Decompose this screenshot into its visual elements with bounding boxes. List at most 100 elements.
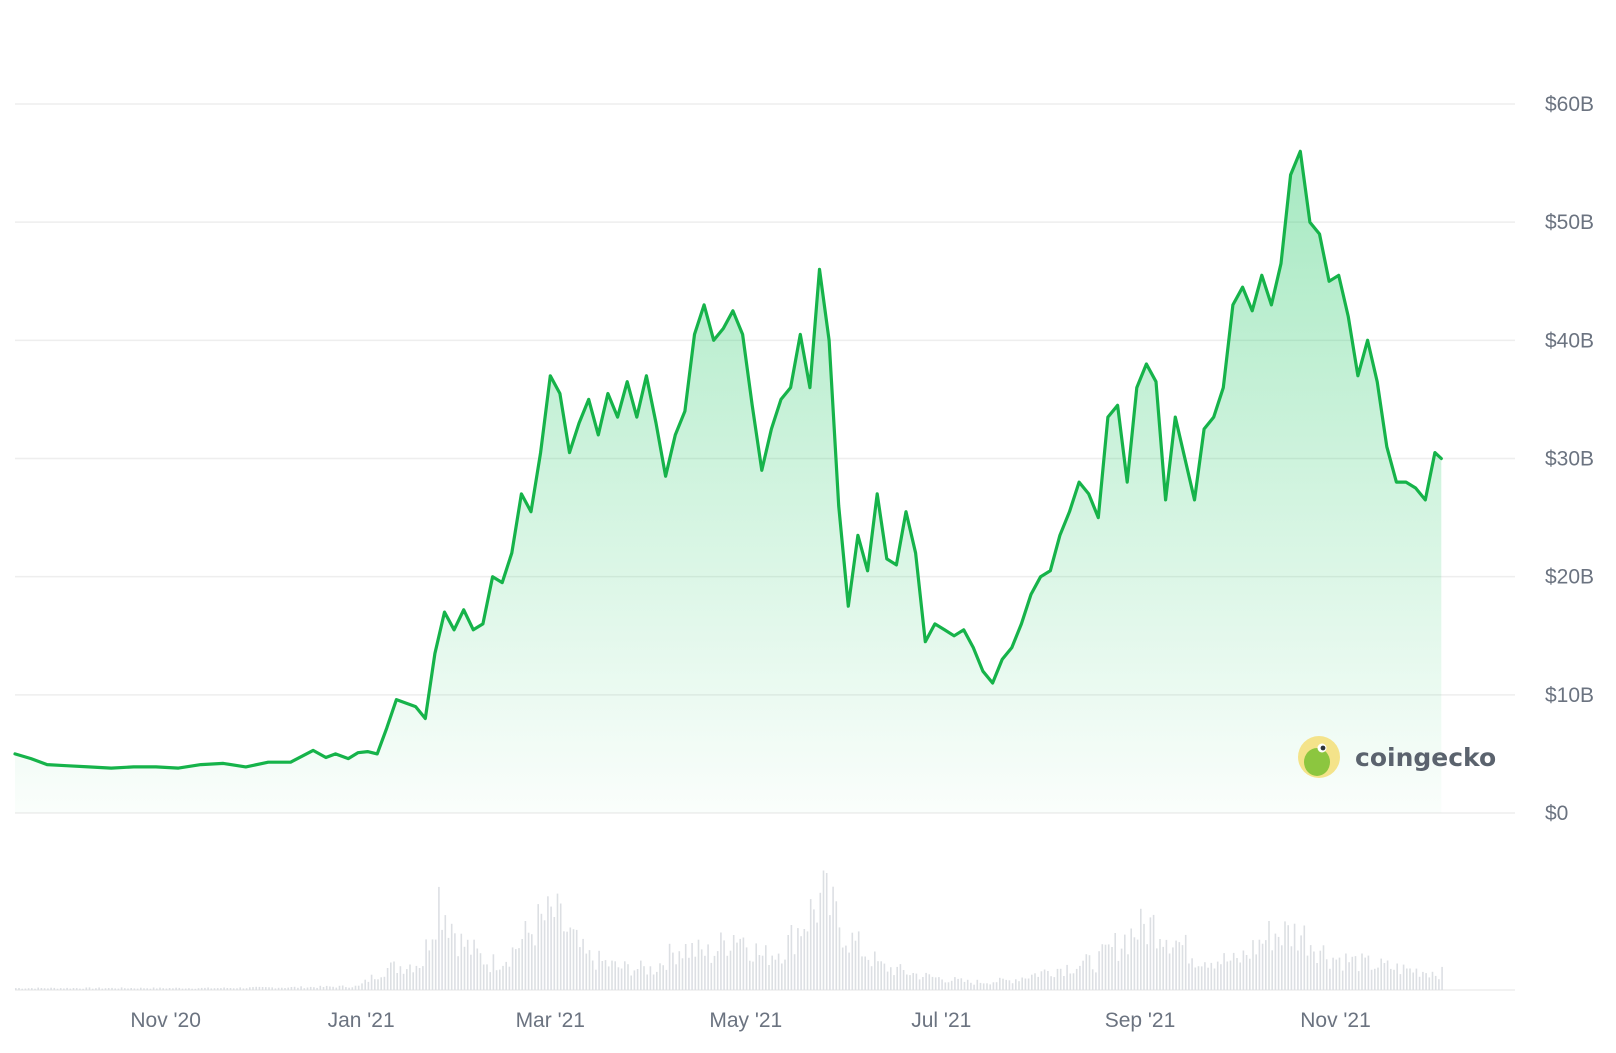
volume-bar (566, 931, 568, 990)
volume-bar (495, 970, 498, 990)
volume-bar (361, 983, 363, 990)
volume-bar (434, 939, 437, 990)
volume-bar (104, 988, 107, 990)
volume-bar (918, 979, 921, 990)
volume-bar (293, 986, 296, 990)
volume-bar (970, 982, 972, 990)
volume-bar (620, 968, 623, 990)
volume-bar (579, 947, 581, 990)
volume-bar (1149, 917, 1152, 990)
volume-bar (431, 939, 434, 990)
market-cap-area (15, 151, 1442, 814)
volume-bar (1002, 978, 1004, 990)
volume-bar (140, 987, 142, 990)
volume-bar (1130, 928, 1132, 990)
volume-bar (1117, 960, 1120, 990)
volume-bar (1338, 957, 1341, 990)
volume-bar (1271, 950, 1273, 990)
volume-bar (559, 903, 562, 990)
volume-bar (553, 917, 556, 990)
volume-bar (1348, 962, 1350, 990)
volume-bar (976, 979, 979, 990)
x-tick-label: Jul '21 (911, 1009, 971, 1032)
volume-bar (406, 969, 408, 990)
volume-bar (537, 904, 539, 990)
volume-bar (50, 987, 52, 990)
volume-bar (585, 953, 588, 990)
volume-bar (1107, 944, 1110, 990)
volume-bar (982, 983, 985, 990)
volume-bar (1021, 977, 1023, 990)
volume-bar (133, 988, 136, 990)
volume-bar (1027, 978, 1030, 990)
volume-bar (1133, 937, 1136, 990)
x-tick-label: Mar '21 (516, 1009, 585, 1032)
volume-bar (1383, 963, 1386, 990)
volume-bar (1120, 948, 1123, 990)
volume-bar (1088, 955, 1091, 990)
volume-bar (332, 986, 334, 990)
volume-bar (822, 870, 825, 990)
volume-bar (700, 949, 703, 990)
volume-bar (502, 965, 504, 990)
volume-bar (803, 929, 806, 990)
volume-bar (896, 966, 898, 990)
volume-bar (1127, 954, 1129, 990)
volume-bar (473, 939, 475, 990)
volume-bar (15, 988, 17, 990)
volume-bar (43, 988, 46, 990)
volume-bar (114, 988, 116, 990)
volume-bar (1005, 979, 1007, 990)
volume-bar (851, 932, 854, 990)
volume-bar (297, 987, 299, 990)
volume-bar (1159, 939, 1161, 990)
volume-bar (21, 988, 23, 990)
volume-bar (774, 959, 777, 990)
volume-bar (668, 943, 671, 990)
volume-bar (938, 977, 940, 990)
volume-bar (1277, 936, 1280, 990)
volume-bar (1024, 978, 1027, 990)
volume-bar (912, 973, 914, 990)
volume-bar (1425, 973, 1427, 990)
volume-bar (1390, 968, 1392, 990)
volume-bar (819, 892, 822, 990)
volume-bar (813, 909, 815, 990)
volume-bar (656, 971, 658, 990)
volume-bar (758, 955, 761, 990)
volume-bar (56, 988, 59, 990)
volume-bar (1434, 975, 1437, 990)
volume-bar (184, 988, 187, 990)
volume-bar (739, 938, 741, 990)
volume-bar (854, 940, 857, 990)
volume-bar (1226, 961, 1229, 990)
volume-bar (124, 988, 126, 990)
volume-bar (1229, 960, 1232, 990)
volume-bar (591, 960, 594, 990)
volume-bar (595, 969, 597, 990)
volume-bar (1258, 939, 1261, 990)
volume-bar (1050, 976, 1052, 990)
volume-bar (316, 987, 318, 990)
volume-bar (633, 970, 636, 990)
volume-bar (614, 961, 616, 990)
volume-bar (909, 975, 911, 990)
volume-bar (444, 915, 447, 990)
volume-bar (659, 963, 661, 990)
volume-bar (47, 988, 49, 990)
volume-bar (1428, 977, 1431, 990)
volume-bar (226, 988, 229, 990)
volume-bar (755, 943, 757, 990)
volume-bar (1418, 976, 1421, 990)
volume-bar (556, 893, 559, 990)
volume-bar (736, 942, 738, 990)
volume-bar (18, 988, 20, 990)
volume-bar (825, 873, 828, 990)
volume-bar (181, 988, 184, 990)
volume-bar (1188, 963, 1190, 990)
volume-bar (274, 988, 277, 990)
volume-bar (101, 988, 104, 990)
volume-bar (1082, 960, 1084, 990)
